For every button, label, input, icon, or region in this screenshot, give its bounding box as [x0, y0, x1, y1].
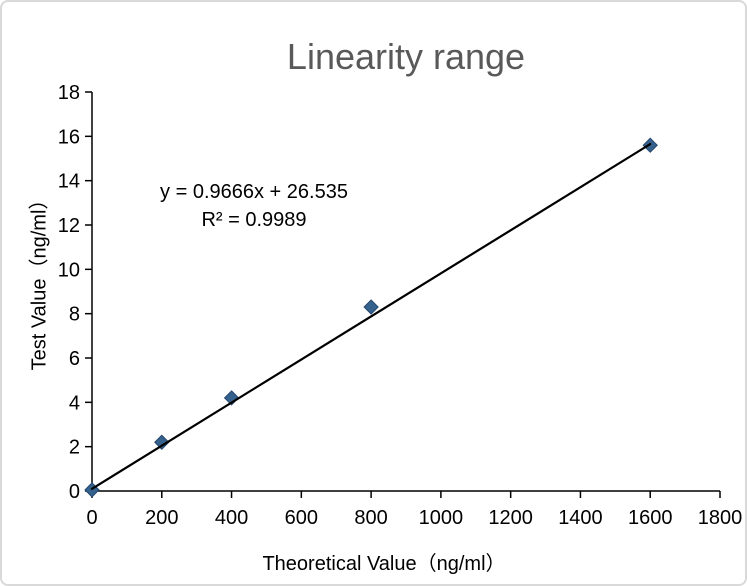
y-tick-label: 10 — [58, 259, 80, 281]
x-tick-label: 1600 — [628, 507, 673, 529]
x-axis-title: Theoretical Value（ng/ml） — [262, 553, 506, 575]
y-tick-label: 2 — [69, 437, 80, 459]
y-tick-label: 8 — [69, 304, 80, 326]
x-tick-label: 600 — [285, 507, 318, 529]
trendline-annotation: y = 0.9666x + 26.535 R² = 0.9989 — [132, 178, 376, 234]
y-tick-label: 18 — [58, 82, 80, 104]
trendline — [90, 142, 652, 490]
data-point-marker — [363, 299, 379, 315]
x-tick-label: 1000 — [419, 507, 464, 529]
x-tick-label: 400 — [215, 507, 248, 529]
y-tick-label: 16 — [58, 126, 80, 148]
trendline-equation: y = 0.9666x + 26.535 — [160, 181, 348, 203]
x-tick-label: 1400 — [558, 507, 603, 529]
x-tick-label: 1800 — [698, 507, 743, 529]
x-tick-label: 200 — [145, 507, 178, 529]
x-tick-label: 0 — [86, 507, 97, 529]
x-tick-label: 800 — [354, 507, 387, 529]
y-tick-label: 12 — [58, 215, 80, 237]
y-tick-label: 6 — [69, 348, 80, 370]
y-tick-label: 4 — [69, 392, 80, 414]
r-squared-label: R² = 0.9989 — [201, 209, 307, 231]
data-point-marker — [223, 390, 240, 406]
chart-title: Linearity range — [286, 36, 526, 77]
data-point-marker — [154, 434, 170, 450]
y-tick-label: 0 — [69, 481, 80, 503]
x-tick-label: 1200 — [488, 507, 533, 529]
y-tick-label: 14 — [58, 171, 80, 193]
